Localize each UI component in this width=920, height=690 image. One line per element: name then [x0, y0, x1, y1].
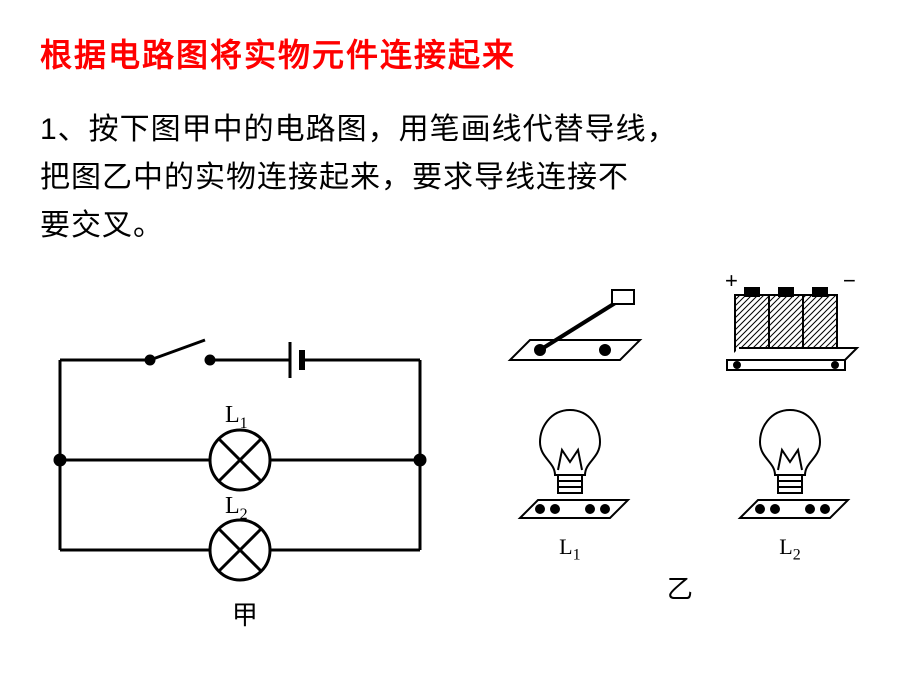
component-switch	[480, 280, 660, 380]
caption-jia: 甲	[40, 595, 450, 632]
physical-diagram-yi: + −	[450, 270, 880, 606]
instruction-text: 1、按下图甲中的电路图，用笔画线代替导线， 把图乙中的实物连接起来，要求导线连接…	[40, 106, 880, 250]
component-bulb-l2: L2	[700, 400, 880, 564]
instruction-line-2: 把图乙中的实物连接起来，要求导线连接不	[40, 161, 629, 194]
switch-icon	[490, 280, 650, 380]
battery-icon: + −	[705, 270, 875, 380]
instruction-line-1: 1、按下图甲中的电路图，用笔画线代替导线，	[40, 113, 678, 146]
label-l2: L2	[225, 493, 248, 523]
component-bulb-l1: L1	[480, 400, 660, 564]
component-battery: + −	[700, 270, 880, 380]
circuit-svg: L1 L2	[40, 330, 440, 590]
circuit-diagram-jia: L1 L2 甲	[40, 330, 450, 632]
bulb-l2-icon	[720, 400, 860, 530]
caption-yi: 乙	[480, 569, 880, 606]
bulb-l1-icon	[500, 400, 640, 530]
battery-plus-label: +	[725, 270, 738, 293]
label-l1: L1	[225, 402, 248, 432]
diagrams-container: L1 L2 甲	[40, 270, 880, 632]
bulb-l2-label: L2	[779, 534, 800, 564]
bulb-l1-label: L1	[559, 534, 580, 564]
battery-minus-label: −	[843, 270, 856, 293]
instruction-line-3: 要交叉。	[40, 209, 164, 242]
page-title: 根据电路图将实物元件连接起来	[40, 30, 880, 76]
